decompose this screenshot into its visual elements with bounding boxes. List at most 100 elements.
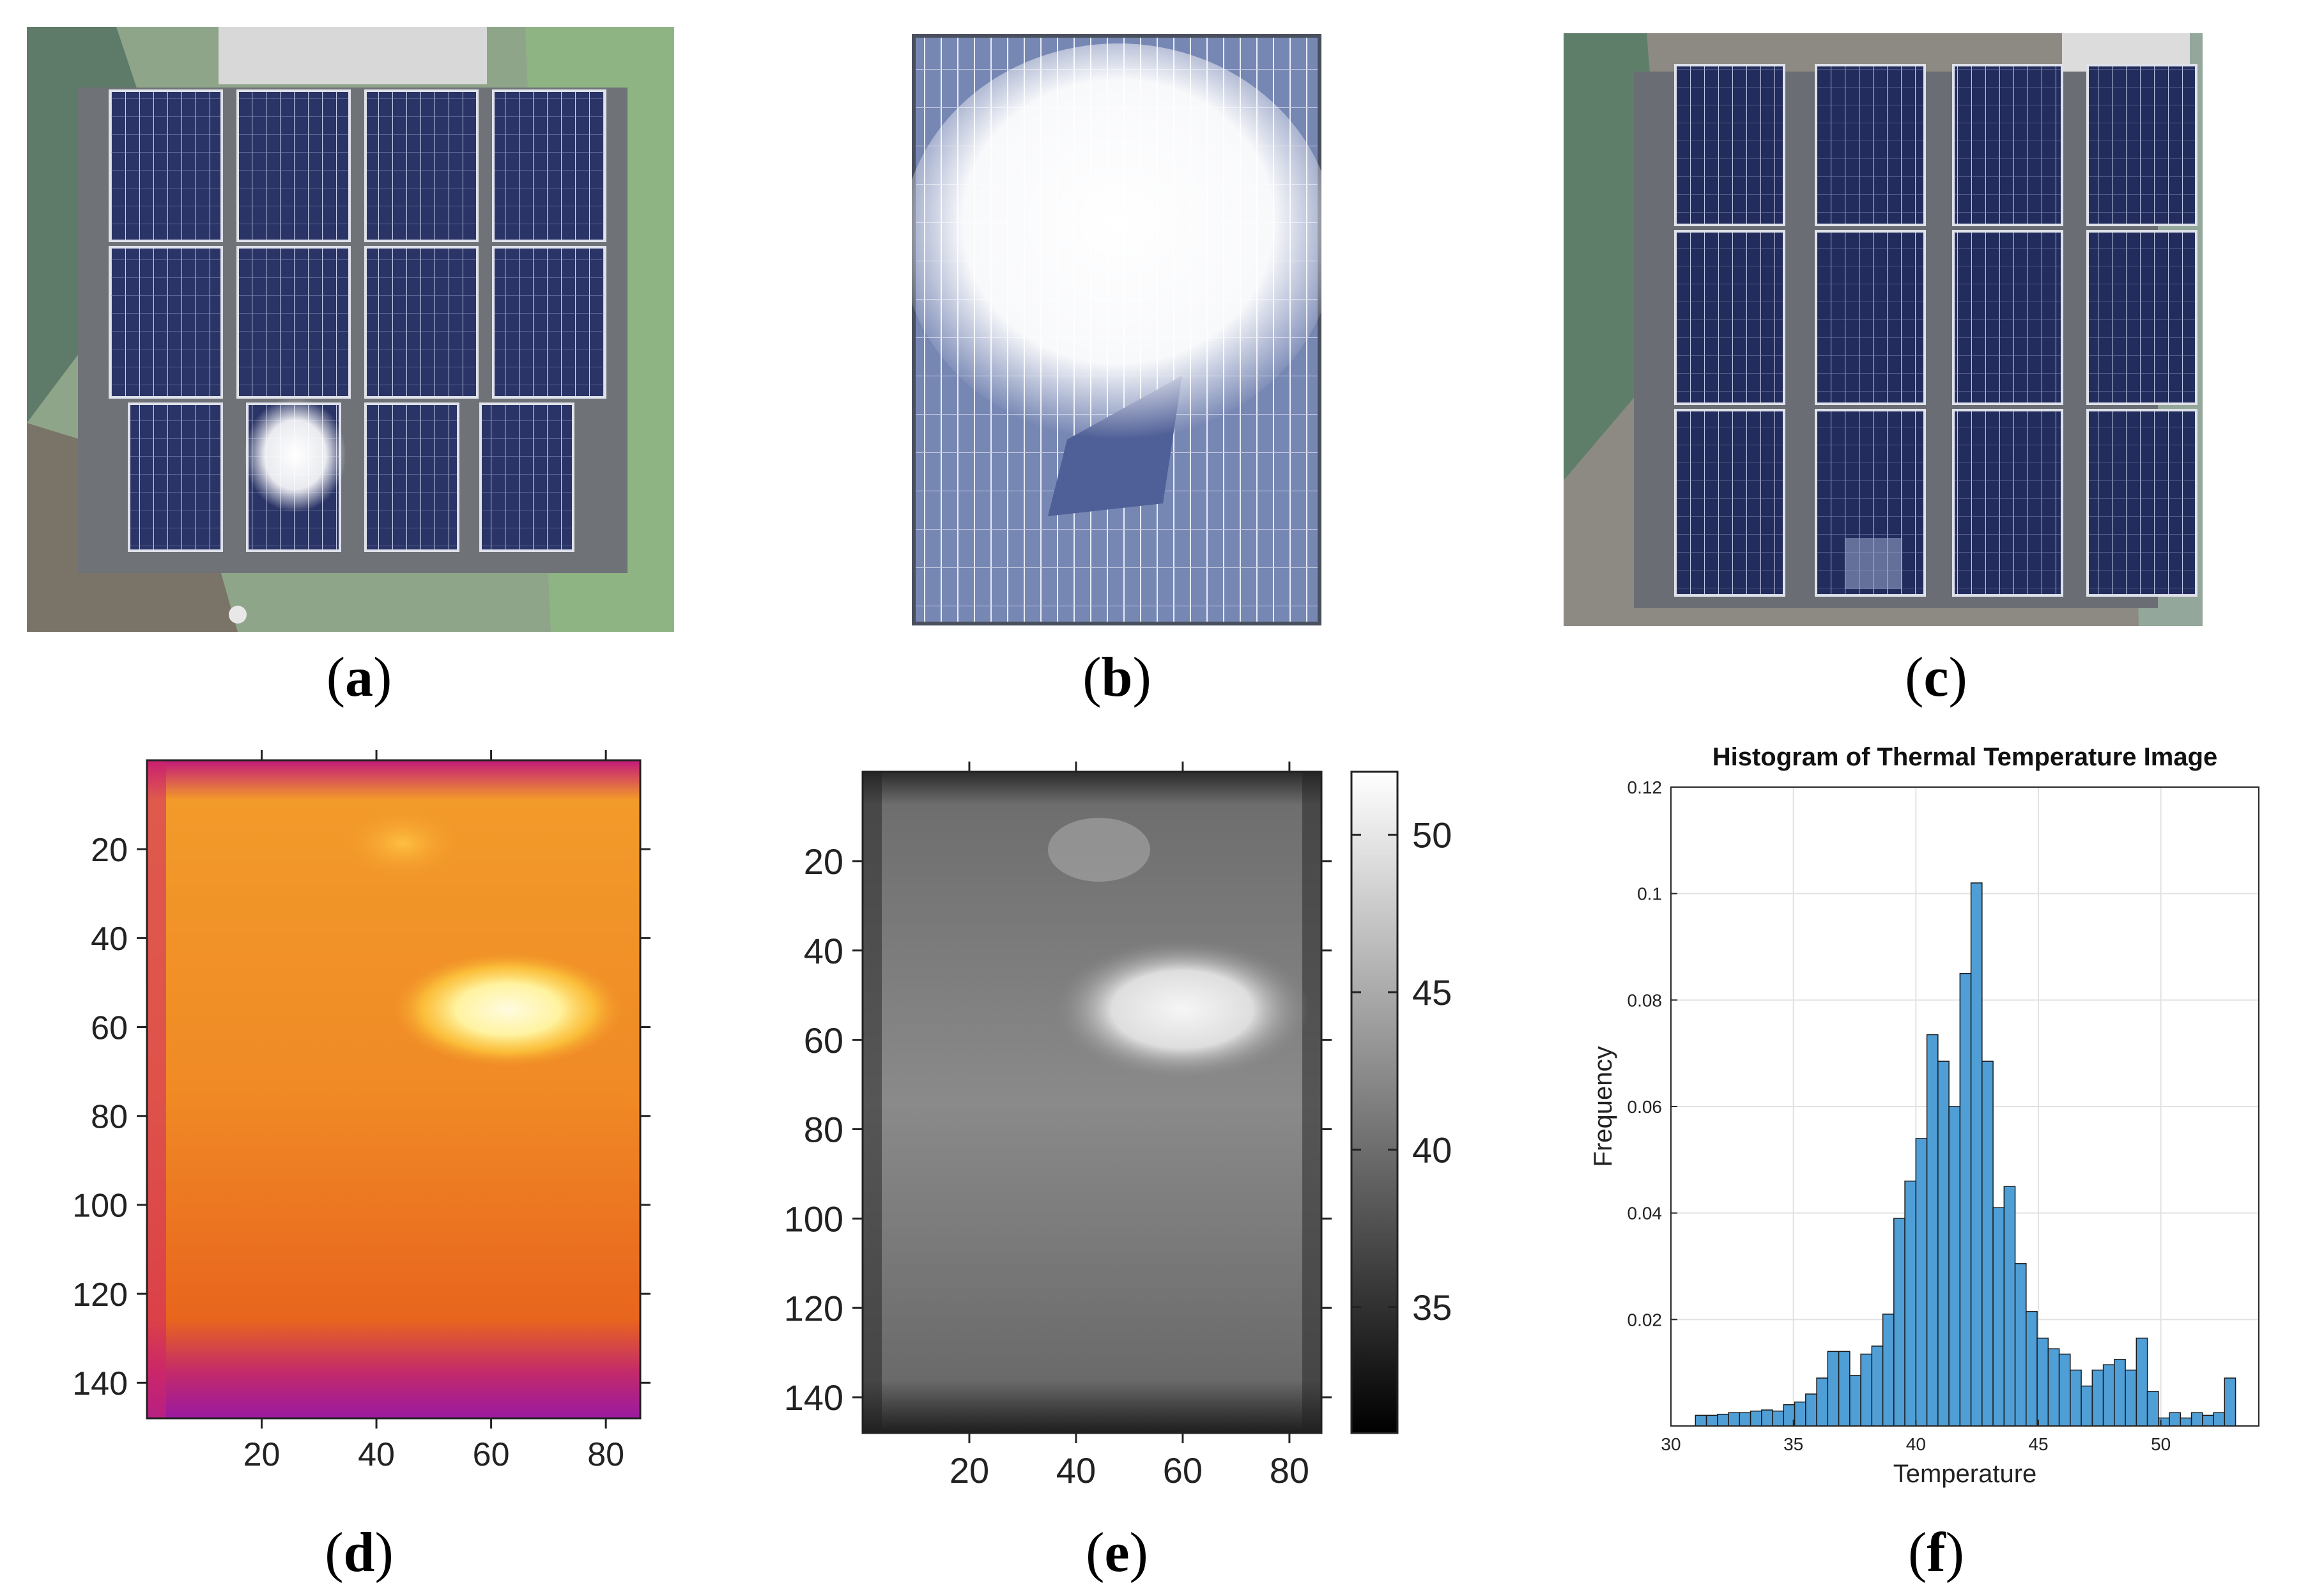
colorbar-tick-label: 45 (1412, 972, 1452, 1013)
histogram-bar (1882, 1314, 1895, 1427)
x-tick-label: 60 (1163, 1450, 1203, 1491)
heatmap-d-y-ticks: 20 40 60 80 100 120 140 (72, 832, 650, 1402)
grayscale-heatmap-e: 20 40 60 80 100 120 140 20 40 60 80 50 45 40 35 (784, 762, 1452, 1491)
histogram-bar (2036, 1337, 2049, 1427)
y-tick-label: 80 (804, 1110, 843, 1150)
histogram-bar (2081, 1385, 2093, 1427)
histogram-bar (1948, 1106, 1961, 1427)
x-tick-label: 20 (243, 1436, 281, 1473)
histogram-bar (1739, 1412, 1751, 1427)
histogram-bar (1838, 1351, 1851, 1427)
histogram-bar (2125, 1369, 2137, 1427)
histogram-bar (2047, 1348, 2060, 1427)
histogram-bar (2058, 1353, 2071, 1427)
panel-a-rooftop-photo (27, 27, 674, 632)
histogram-bar (1827, 1351, 1840, 1427)
thermal-heatmap-d: 20 40 60 80 100 120 140 20 40 60 80 (72, 750, 650, 1473)
rooftop-photo-a (27, 27, 674, 632)
caption-f: (f) (1908, 1522, 1964, 1584)
y-tick-label: 120 (72, 1276, 128, 1314)
histogram-bar (2180, 1417, 2192, 1427)
histogram-bar (2102, 1364, 2115, 1427)
y-tick-label: 140 (72, 1365, 128, 1402)
x-tick-label: 40 (1056, 1450, 1096, 1491)
histogram-bar (1937, 1061, 1950, 1427)
y-tick-label: 0.12 (1628, 778, 1663, 797)
colorbar-tick-label: 35 (1412, 1287, 1452, 1328)
histogram-bar (2202, 1414, 2214, 1427)
histogram-bar (1893, 1218, 1905, 1427)
x-tick-label: 40 (358, 1436, 395, 1473)
heatmap-e-x-ticks: 20 40 60 80 (950, 762, 1309, 1491)
heatmap-d-x-ticks: 20 40 60 80 (243, 750, 624, 1473)
y-tick-label: 80 (91, 1098, 128, 1135)
chart-bars (1695, 882, 2236, 1427)
x-tick-label: 45 (2028, 1434, 2048, 1454)
y-tick-label: 20 (804, 841, 843, 882)
caption-d: (d) (325, 1522, 394, 1584)
histogram-bar (2213, 1412, 2226, 1427)
y-axis-ticks: 0.02 0.04 0.06 0.08 0.1 0.12 (1628, 778, 1677, 1330)
histogram-bar (2014, 1263, 2027, 1427)
histogram-bar (1717, 1413, 1729, 1427)
histogram-bar (1805, 1393, 1817, 1427)
y-tick-label: 120 (784, 1288, 843, 1328)
panel-d-thermal-heatmap: 20 40 60 80 100 120 140 20 40 60 80 (0, 735, 703, 1514)
histogram-bar (1871, 1345, 1884, 1427)
caption-a: (a) (326, 647, 392, 709)
y-tick-label: 0.04 (1628, 1204, 1663, 1223)
x-tick-label: 50 (2151, 1434, 2171, 1454)
histogram-bar (1750, 1410, 1762, 1427)
histogram-bar (1982, 1061, 1994, 1427)
colorbar-tick-label: 50 (1412, 815, 1452, 855)
y-tick-label: 100 (784, 1199, 843, 1239)
y-tick-label: 40 (91, 921, 128, 958)
chart-title: Histogram of Thermal Temperature Image (1712, 743, 2218, 771)
histogram-bar (1959, 972, 1972, 1427)
histogram-bar (2091, 1369, 2104, 1427)
x-tick-label: 80 (587, 1436, 624, 1473)
histogram-bar (1816, 1377, 1829, 1427)
x-tick-label: 35 (1783, 1434, 1803, 1454)
panel-f-histogram: Histogram of Thermal Temperature Image 3… (1566, 735, 2300, 1514)
histogram-bar (2146, 1391, 2159, 1427)
histogram-bar (2114, 1359, 2126, 1427)
histogram-bar (1915, 1138, 1928, 1427)
histogram-bar (2224, 1377, 2236, 1427)
histogram-bar (1772, 1410, 1785, 1427)
caption-c: (c) (1905, 647, 1967, 709)
histogram-bar (1695, 1414, 1707, 1427)
colorbar (1350, 770, 1399, 1434)
caption-b: (b) (1082, 647, 1151, 709)
heatmap-e-y-ticks: 20 40 60 80 100 120 140 (784, 841, 1332, 1418)
histogram-bar (1705, 1414, 1718, 1427)
histogram-bar (2190, 1412, 2203, 1427)
y-tick-label: 0.06 (1628, 1097, 1663, 1117)
x-axis-ticks: 30 35 40 45 50 (1661, 1420, 2171, 1454)
x-tick-label: 40 (1906, 1434, 1926, 1454)
x-axis-label: Temperature (1893, 1460, 2037, 1488)
rooftop-photo-c (1564, 33, 2203, 626)
y-tick-label: 140 (784, 1377, 843, 1418)
y-tick-label: 0.1 (1637, 884, 1662, 904)
histogram-bar (2169, 1412, 2182, 1427)
y-tick-label: 100 (72, 1188, 128, 1225)
panel-c-rooftop-photo (1564, 33, 2203, 626)
histogram-bar (1860, 1353, 1873, 1427)
histogram-bar (2158, 1417, 2170, 1427)
colorbar-tick-label: 40 (1412, 1130, 1452, 1170)
x-tick-label: 30 (1661, 1434, 1681, 1454)
histogram-bar (2003, 1186, 2016, 1427)
histogram-bar (1904, 1180, 1917, 1427)
y-tick-label: 40 (804, 931, 843, 971)
histogram-bar (1761, 1409, 1773, 1427)
histogram-bar (2026, 1311, 2038, 1427)
x-tick-label: 80 (1270, 1450, 1309, 1491)
y-tick-label: 20 (91, 832, 128, 869)
y-tick-label: 60 (804, 1020, 843, 1061)
histogram-bar (1926, 1034, 1939, 1427)
y-tick-label: 60 (91, 1009, 128, 1046)
histogram-bar (1849, 1375, 1861, 1427)
histogram-bar (2070, 1369, 2082, 1427)
y-tick-label: 0.02 (1628, 1310, 1663, 1330)
